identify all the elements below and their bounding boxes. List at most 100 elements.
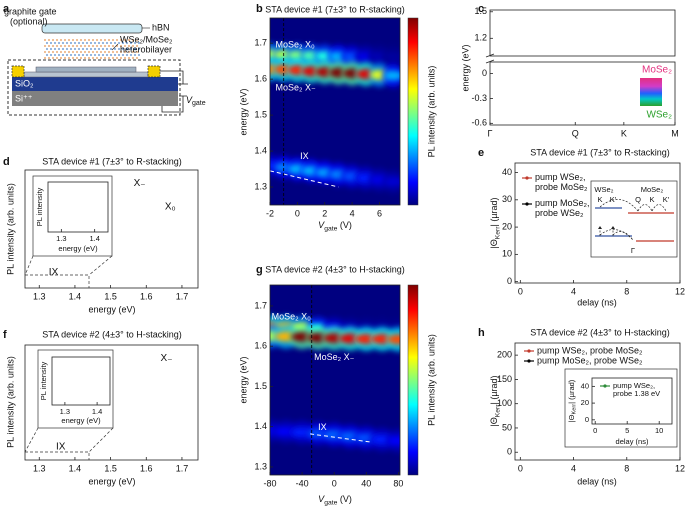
y-tick-label: 1.5 xyxy=(254,109,267,119)
x-axis-label: delay (ns) xyxy=(577,476,617,486)
y-tick-label: 40 xyxy=(581,381,589,390)
device-schematic xyxy=(7,23,188,116)
label: K′ xyxy=(610,195,617,204)
x-axis-label: delay (ns) xyxy=(616,437,649,446)
y-tick-label: 1.4 xyxy=(254,145,267,155)
axes-frame xyxy=(489,9,676,57)
x-tick-label: 10 xyxy=(655,426,663,435)
y-tick-label: 1.3 xyxy=(254,181,267,191)
x-tick-label: 1.4 xyxy=(69,291,82,301)
colorbar-label: PL intensity (arb. units) xyxy=(426,66,436,158)
legend-gradient xyxy=(640,78,662,106)
y-axis-label: PL intensity (arb. units) xyxy=(5,183,15,275)
legend-line: pump WSe₂, xyxy=(613,381,655,390)
heatmap-cell xyxy=(387,334,400,345)
panel-label: d xyxy=(3,156,10,168)
x-tick-label: 8 xyxy=(624,286,629,296)
plot-area xyxy=(270,285,400,475)
x-tick-label: Γ xyxy=(488,128,493,138)
colorbar xyxy=(407,17,419,206)
x-tick-label: 0 xyxy=(518,463,523,473)
x-tick-label: 1.7 xyxy=(176,291,189,301)
x-tick-label: 1.5 xyxy=(104,291,117,301)
label: SiO₂ xyxy=(15,78,34,88)
legend-line: probe 1.38 eV xyxy=(613,389,660,398)
x-axis-label-part: V xyxy=(318,494,325,504)
x-tick-label: 0 xyxy=(332,478,337,488)
label: Si⁺⁺ xyxy=(15,93,33,103)
chart-title: STA device #2 (4±3° to H-stacking) xyxy=(42,329,181,339)
x-axis-label: delay (ns) xyxy=(577,297,617,307)
axes-frame xyxy=(269,284,401,476)
x-tick-label: 1.3 xyxy=(33,291,46,301)
x-axis-label: energy (eV) xyxy=(58,244,98,253)
x-tick-label: 80 xyxy=(393,478,403,488)
y-axis-label-part: |Θ xyxy=(489,417,499,426)
x-tick-label: -2 xyxy=(266,208,274,218)
layer xyxy=(35,66,137,73)
label: Γ xyxy=(631,246,635,255)
axes-frame xyxy=(24,344,199,461)
panel: MoSe₂ X₀ MoSe₂ X₋ IX PL intensity (arb. uni… xyxy=(238,4,436,232)
y-axis-label-part: | (µrad) xyxy=(567,379,576,404)
y-tick-label: 0 xyxy=(585,415,589,424)
y-tick-label: 10 xyxy=(502,249,512,259)
guide-line xyxy=(310,433,371,443)
label: K′ xyxy=(663,195,670,204)
x-axis-label: Vgate (V) xyxy=(318,494,352,506)
x-tick-label: 8 xyxy=(624,463,629,473)
colorbar xyxy=(407,284,419,476)
peak-label: X₋ xyxy=(161,353,173,364)
y-tick-label: 20 xyxy=(502,221,512,231)
panel: pump WSe₂, probe 1.38 eV 0 5 10 0 20 40 delay (n… xyxy=(564,368,678,448)
x-tick-label: K xyxy=(621,128,627,138)
axes-frame xyxy=(489,61,676,126)
x-tick-label: 40 xyxy=(361,478,371,488)
y-tick-label: 30 xyxy=(502,194,512,204)
peak-label: X₀ xyxy=(165,202,176,213)
panel: X₋ X₀ IX 1.3 1.4 1.5 1.6 1.7 STA device #1 (7±3°… xyxy=(5,156,199,314)
label: (optional) xyxy=(10,16,48,26)
label: graphite gate xyxy=(4,6,57,16)
y-tick-label: 1.6 xyxy=(254,74,267,84)
legend-label: MoSe₂ xyxy=(642,65,672,76)
chart-title: STA device #1 (7±3° to R-stacking) xyxy=(42,156,181,166)
x-axis-label-part: (V) xyxy=(337,220,352,230)
label: heterobilayer xyxy=(120,44,172,54)
band-label: IX xyxy=(300,151,309,161)
legend-marker xyxy=(527,349,531,353)
axes-frame xyxy=(51,356,111,406)
x-tick-label: 1.4 xyxy=(92,407,102,416)
y-tick-label: 0 xyxy=(507,447,512,457)
x-tick-label: 1.4 xyxy=(89,234,99,243)
y-axis-label-part: |Θ xyxy=(489,239,499,248)
x-tick-label: 2 xyxy=(322,208,327,218)
legend-line: probe WSe₂ xyxy=(535,208,584,218)
legend-line: probe MoSe₂ xyxy=(535,182,588,192)
y-axis-label-part: |Θ xyxy=(567,414,576,422)
x-tick-label: 1.3 xyxy=(33,463,46,473)
x-axis-label-part: gate xyxy=(324,225,337,232)
peak-label: X₋ xyxy=(134,178,146,189)
y-tick-label: 50 xyxy=(502,422,512,432)
pointer xyxy=(111,43,119,51)
label: V xyxy=(186,95,193,105)
x-tick-label: 12 xyxy=(675,463,685,473)
electrode xyxy=(147,65,161,78)
label: gate xyxy=(192,100,206,107)
x-tick-label: 1.6 xyxy=(140,463,153,473)
x-tick-label: 1.4 xyxy=(69,463,82,473)
legend-label: pump MoSe₂, probe WSe₂ xyxy=(535,198,590,218)
panel-label: h xyxy=(478,327,485,339)
y-tick-label: 150 xyxy=(497,374,512,384)
y-axis-label-part: Kerr xyxy=(572,404,578,415)
chart-title: STA device #1 (7±3° to R-stacking) xyxy=(530,147,669,157)
y-tick-label: -0.3 xyxy=(471,93,487,103)
y-axis-label: |ΘKerr| (µrad) xyxy=(567,379,578,422)
x-tick-label: 1.3 xyxy=(56,234,66,243)
chart-title: STA device #1 (7±3° to R-stacking) xyxy=(265,4,404,14)
y-tick-label: 1.4 xyxy=(254,421,267,431)
